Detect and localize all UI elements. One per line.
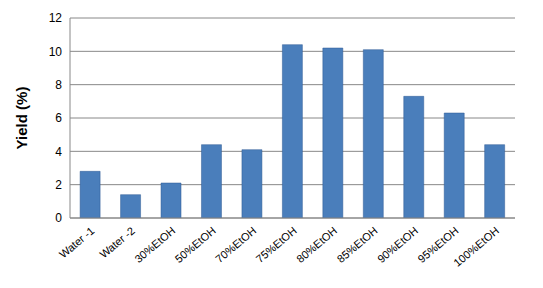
- svg-text:Water -2: Water -2: [97, 224, 137, 260]
- svg-text:100%EtOH: 100%EtOH: [451, 224, 501, 269]
- svg-text:50%EtOH: 50%EtOH: [173, 224, 218, 265]
- svg-text:95%EtOH: 95%EtOH: [415, 224, 461, 265]
- svg-text:2: 2: [55, 178, 62, 192]
- svg-text:90%EtOH: 90%EtOH: [375, 224, 420, 265]
- svg-text:80%EtOH: 80%EtOH: [294, 224, 339, 265]
- svg-text:12: 12: [49, 11, 63, 25]
- svg-text:70%EtOH: 70%EtOH: [213, 224, 258, 265]
- svg-text:30%EtOH: 30%EtOH: [132, 224, 177, 265]
- svg-text:Yield (%): Yield (%): [13, 87, 30, 150]
- svg-text:4: 4: [55, 145, 62, 159]
- svg-text:75%EtOH: 75%EtOH: [254, 224, 299, 265]
- svg-text:0: 0: [55, 211, 62, 225]
- svg-text:8: 8: [55, 78, 62, 92]
- svg-text:85%EtOH: 85%EtOH: [335, 224, 380, 265]
- svg-text:Water -1: Water -1: [57, 224, 97, 260]
- svg-text:10: 10: [49, 45, 63, 59]
- svg-text:6: 6: [55, 111, 62, 125]
